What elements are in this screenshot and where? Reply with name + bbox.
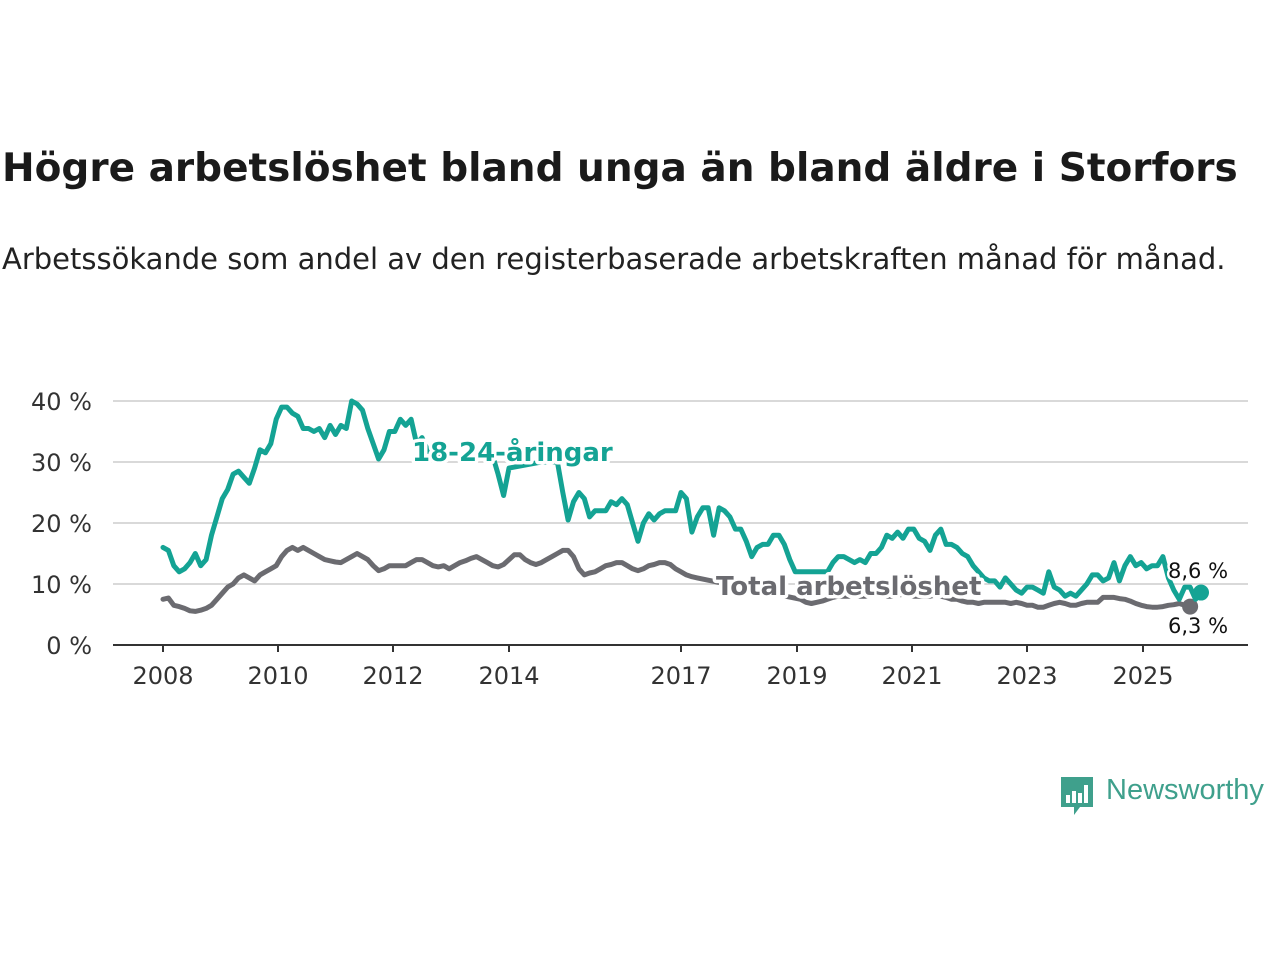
series-label-youth: 18-24-åringar [412,436,613,468]
x-axis: 2008 2010 2012 2014 2017 2019 2021 2023 2025 [113,644,1248,690]
gridlines [113,400,1248,585]
series-end-marker-0 [1193,584,1209,601]
x-tick-label: 2012 [362,662,423,690]
line-chart: 0 % 10 % 20 % 30 % 40 % 2008 2010 2012 2014 2017… [31,388,1248,690]
end-value-youth: 8,6 % [1168,559,1228,583]
x-tick-label: 2019 [766,662,827,690]
y-axis: 0 % 10 % 20 % 30 % 40 % [31,388,92,660]
series-label-total: Total arbetslöshet [716,572,981,602]
newsworthy-logo-icon [1061,777,1093,815]
series-line-1 [160,544,1193,614]
x-tick-label: 2021 [881,662,942,690]
series-labels: 18-24-åringar Total arbetslöshet 8,6 % 6,3 … [409,433,1231,641]
chart-subtitle: Arbetssökande som andel av den registerb… [2,242,1226,276]
y-tick-label: 20 % [31,510,92,538]
chart-title: Högre arbetslöshet bland unga än bland ä… [2,146,1238,191]
brand-name: Newsworthy [1106,774,1264,806]
x-tick-label: 2023 [996,662,1057,690]
x-tick-label: 2008 [132,662,193,690]
y-tick-label: 40 % [31,388,92,416]
x-tick-label: 2010 [247,662,308,690]
y-tick-label: 10 % [31,571,92,599]
y-tick-label: 30 % [31,449,92,477]
series-line-0 [160,398,1204,602]
series-lines [160,398,1209,615]
x-tick-label: 2017 [650,662,711,690]
x-tick-label: 2025 [1112,662,1173,690]
end-value-total: 6,3 % [1168,614,1228,638]
x-tick-label: 2014 [478,662,539,690]
y-tick-label: 0 % [46,632,92,660]
series-end-marker-1 [1182,598,1199,615]
newsworthy-brand[interactable]: Newsworthy [1058,772,1278,820]
